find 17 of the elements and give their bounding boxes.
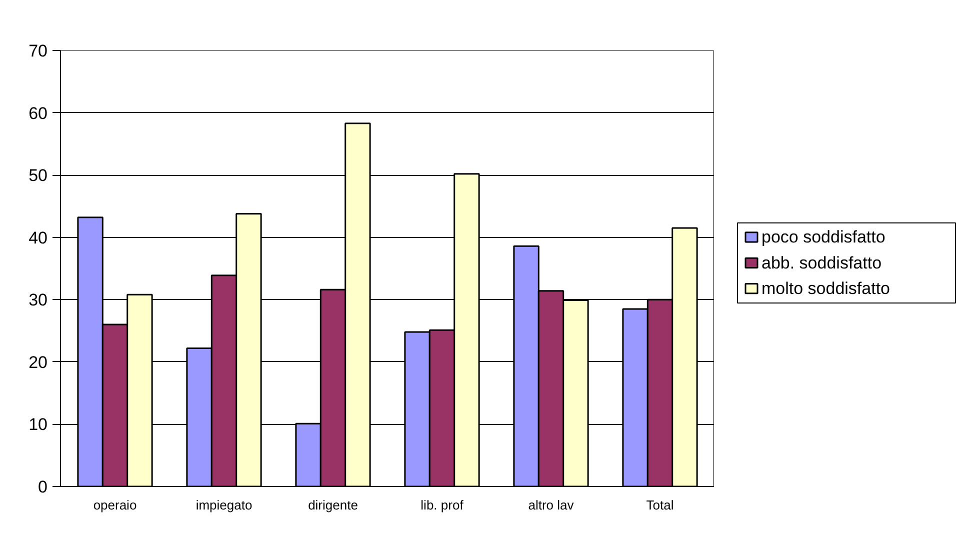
x-tick-label: operaio xyxy=(93,498,137,512)
x-tick-label: Total xyxy=(646,498,674,512)
y-tick-label: 40 xyxy=(28,228,48,248)
y-tick-label: 10 xyxy=(28,415,48,434)
y-tick-label: 50 xyxy=(28,166,48,186)
y-tick-label: 70 xyxy=(28,42,48,60)
x-tick-label: impiegato xyxy=(196,498,252,512)
legend-label: abb. soddisfatto xyxy=(762,253,882,272)
y-tick-label: 30 xyxy=(28,290,48,310)
legend-label: poco soddisfatto xyxy=(762,228,886,247)
y-tick-label: 60 xyxy=(28,104,48,123)
x-tick-label: lib. prof xyxy=(420,498,464,512)
x-tick-label: dirigente xyxy=(308,498,358,512)
y-tick-label: 0 xyxy=(38,478,48,496)
y-tick-label: 20 xyxy=(28,352,48,372)
x-tick-label: altro lav xyxy=(528,498,574,512)
legend-label: molto soddisfatto xyxy=(762,279,890,298)
